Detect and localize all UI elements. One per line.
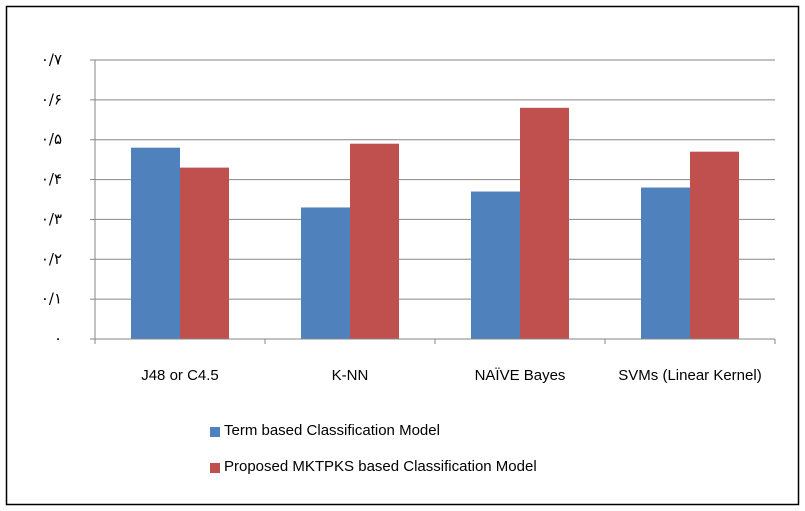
legend-swatch <box>210 463 220 473</box>
bar <box>471 191 520 339</box>
legend-label: Term based Classification Model <box>224 422 440 439</box>
y-tick-label: ۰/۴ <box>41 170 62 188</box>
y-tick-label: ۰/۶ <box>41 90 62 108</box>
y-tick-label: ۰/۵ <box>41 130 62 148</box>
bar <box>520 107 569 339</box>
legend-label: Proposed MKTPKS based Classification Mod… <box>224 458 537 475</box>
bar <box>301 207 350 339</box>
legend-swatch <box>210 427 220 437</box>
y-tick-label: ۰ <box>54 330 62 348</box>
x-tick-label: SVMs (Linear Kernel) <box>618 367 762 384</box>
bar <box>350 143 399 339</box>
y-tick-label: ۰/۱ <box>41 290 62 308</box>
bar <box>131 147 180 339</box>
x-tick-label: NAÏVE Bayes <box>474 367 566 384</box>
y-tick-label: ۰/۲ <box>41 250 62 268</box>
x-tick-label: J48 or C4.5 <box>141 367 219 384</box>
x-tick-label: K-NN <box>331 367 369 384</box>
y-tick-label: ۰/۷ <box>41 51 62 69</box>
y-tick-label: ۰/۳ <box>41 210 62 228</box>
bar <box>180 167 229 339</box>
bar <box>641 187 690 339</box>
bar <box>690 151 739 339</box>
